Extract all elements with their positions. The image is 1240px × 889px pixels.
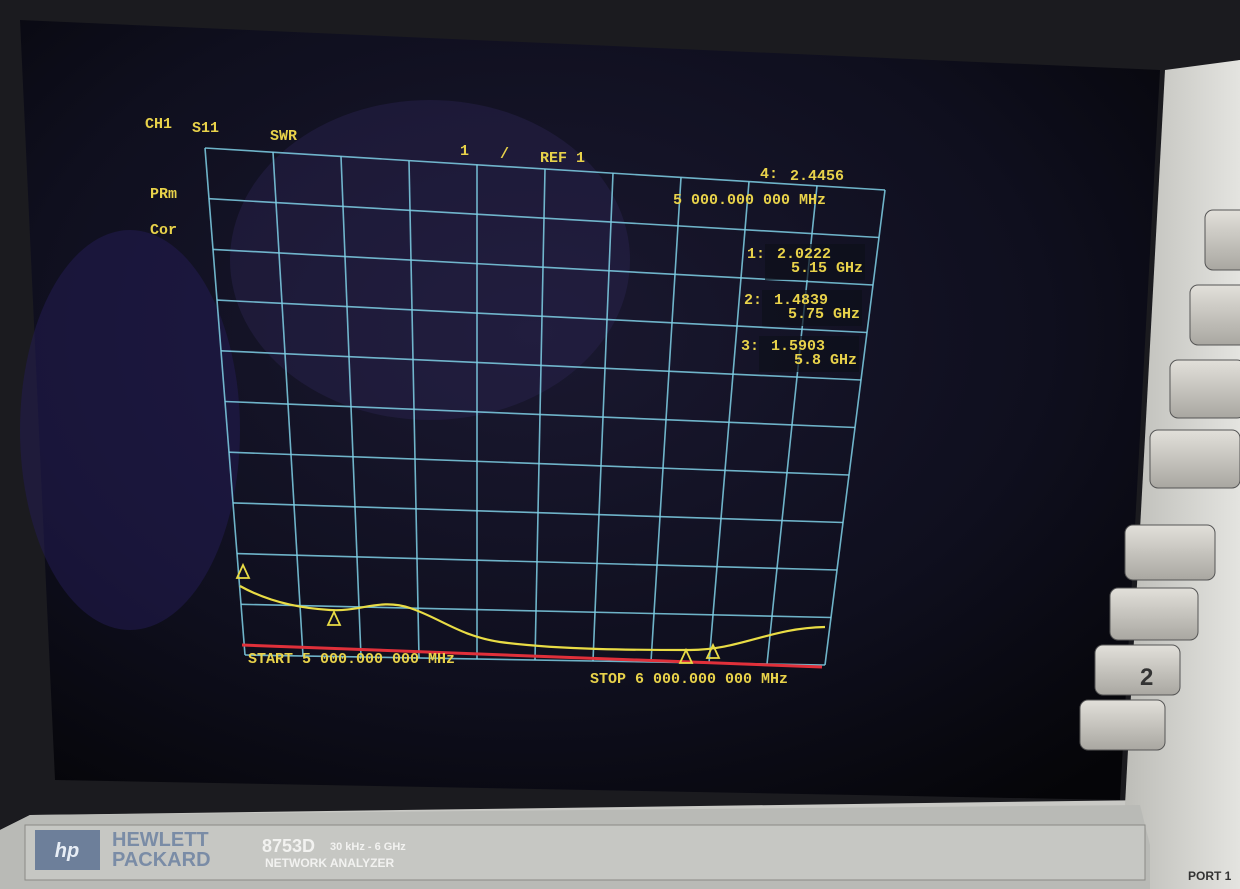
active-marker-label: 4: bbox=[760, 166, 778, 183]
active-marker-value: 2.4456 bbox=[790, 168, 844, 185]
marker-value: 2.0222 bbox=[777, 246, 831, 263]
grid-line bbox=[592, 173, 614, 662]
softkey[interactable] bbox=[1189, 284, 1240, 346]
softkey[interactable] bbox=[1149, 429, 1240, 489]
marker-label: 1: bbox=[747, 246, 765, 263]
marker-arrow bbox=[705, 642, 721, 659]
marker-value: 1.5903 bbox=[771, 338, 825, 355]
model: 8753D bbox=[262, 836, 315, 856]
marker-label: 3: bbox=[741, 338, 759, 355]
marker-arrow bbox=[235, 562, 251, 579]
port-label: PORT 1 bbox=[1188, 869, 1232, 883]
graticule bbox=[204, 147, 886, 666]
grid-line bbox=[228, 451, 850, 476]
trace-markers bbox=[235, 562, 721, 664]
button-note: 2 bbox=[1140, 664, 1153, 691]
grid-line bbox=[236, 552, 838, 571]
parameter: S11 bbox=[192, 120, 219, 137]
grid-line bbox=[232, 502, 844, 524]
softkey[interactable] bbox=[1109, 587, 1199, 641]
freq-range: 30 kHz - 6 GHz bbox=[330, 841, 406, 853]
marker-stimulus: 5.8 GHz bbox=[794, 352, 857, 369]
glare bbox=[20, 230, 240, 630]
grid-line bbox=[650, 177, 682, 663]
format: SWR bbox=[270, 128, 297, 145]
marker-value: 1.4839 bbox=[774, 292, 828, 309]
softkey[interactable] bbox=[1094, 644, 1181, 696]
product-name: NETWORK ANALYZER bbox=[265, 856, 394, 870]
brand-line: HEWLETT bbox=[112, 829, 209, 851]
marker-readout-bg bbox=[765, 244, 865, 280]
annotation: PRm bbox=[150, 186, 177, 203]
marker-readout-bg bbox=[762, 290, 862, 326]
scale: 1 bbox=[460, 143, 469, 160]
reference: REF 1 bbox=[540, 150, 585, 167]
badge-strip bbox=[24, 824, 1146, 881]
marker-label: 2: bbox=[744, 292, 762, 309]
grid-line bbox=[824, 189, 886, 666]
softkey[interactable] bbox=[1169, 359, 1240, 419]
reference-line bbox=[241, 643, 823, 669]
marker-stimulus: 5.75 GHz bbox=[788, 306, 860, 323]
swr-trace bbox=[239, 585, 826, 652]
marker-arrow bbox=[678, 647, 694, 664]
softkey[interactable] bbox=[1204, 209, 1240, 271]
grid-line bbox=[240, 603, 832, 619]
glare bbox=[230, 100, 630, 420]
softkey[interactable] bbox=[1079, 699, 1166, 751]
marker-readout-bg bbox=[759, 336, 859, 372]
annotation: Cor bbox=[150, 222, 177, 239]
scale-unit: / bbox=[500, 146, 509, 163]
marker-stimulus: 5.15 GHz bbox=[791, 260, 863, 277]
logo-box bbox=[35, 830, 100, 870]
active-marker-stimulus: 5 000.000 000 MHz bbox=[673, 192, 826, 209]
logo: hp bbox=[55, 840, 79, 862]
softkey[interactable] bbox=[1124, 524, 1216, 581]
grid-line bbox=[708, 181, 750, 664]
channel: CH1 bbox=[145, 116, 172, 133]
brand-line: PACKARD bbox=[112, 849, 211, 871]
marker-arrow bbox=[326, 609, 342, 626]
grid-line bbox=[224, 400, 856, 429]
start-frequency: START 5 000.000 000 MHz bbox=[248, 651, 455, 668]
softkeys: 2 bbox=[1079, 209, 1240, 751]
screen-annotations: CH1 S11 SWR 1 / REF 1 PRm Cor 4: 2.4456 … bbox=[145, 116, 844, 688]
stop-frequency: STOP 6 000.000 000 MHz bbox=[590, 671, 788, 688]
